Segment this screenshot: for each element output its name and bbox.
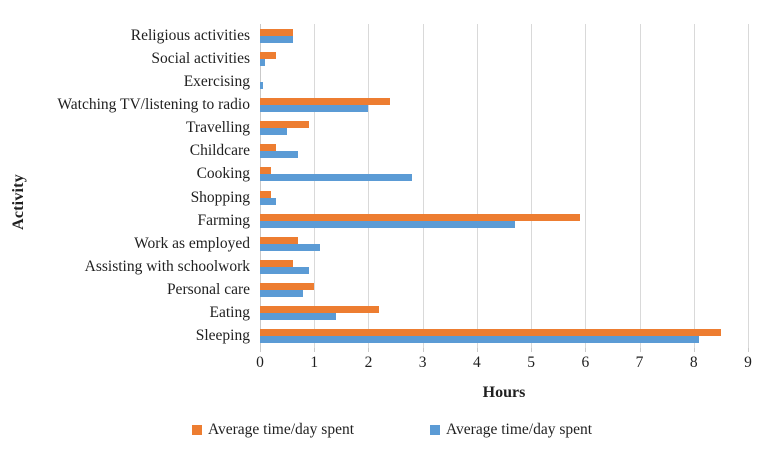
bar-blue <box>260 266 309 274</box>
category-label: Work as employed <box>134 234 250 252</box>
bar-orange <box>260 306 380 314</box>
legend-label: Average time/day spent <box>207 421 354 438</box>
tick-mark <box>531 348 533 352</box>
category-label: Religious activities <box>130 26 250 44</box>
category-label: Travelling <box>185 119 250 137</box>
tick-mark <box>260 348 261 352</box>
bar-row <box>260 325 748 348</box>
bar-orange <box>260 28 293 36</box>
bar-row <box>260 163 748 186</box>
bar-blue <box>260 151 298 159</box>
x-tick-label: 4 <box>473 354 481 371</box>
category-label: Social activities <box>151 49 250 67</box>
bar-row <box>260 186 748 209</box>
bar-orange <box>260 167 271 175</box>
bar-blue <box>260 220 515 228</box>
category-label: Personal care <box>166 281 250 299</box>
bar-orange <box>260 97 391 105</box>
gridline <box>476 24 478 348</box>
bar-row <box>260 302 748 325</box>
category-label: Childcare <box>189 142 250 160</box>
tick-mark <box>693 348 695 352</box>
plot-area <box>260 24 749 348</box>
category-label: Shopping <box>190 188 250 206</box>
bar-blue <box>260 336 700 344</box>
gridline <box>748 24 749 348</box>
category-label: Farming <box>197 211 250 229</box>
category-label: Assisting with schoolwork <box>84 257 250 275</box>
bar-row <box>260 117 748 140</box>
x-axis-title: Hours <box>482 384 526 401</box>
bar-blue <box>260 35 293 43</box>
bar-row <box>260 209 748 232</box>
x-tick-label: 2 <box>364 354 373 371</box>
bar-blue <box>260 243 320 251</box>
gridline <box>368 24 370 348</box>
bar-row <box>260 255 748 278</box>
tick-mark <box>748 348 749 352</box>
x-axis-tick-labels: 0 1 2 3 4 5 6 7 8 9 <box>256 354 752 372</box>
legend-item: Average time/day spent <box>191 421 354 439</box>
gridline <box>693 24 695 348</box>
bar-orange <box>260 121 309 129</box>
legend-item: Average time/day spent <box>430 421 592 439</box>
gridline <box>260 24 261 348</box>
gridline <box>314 24 316 348</box>
gridline <box>639 24 641 348</box>
x-tick-label: 9 <box>744 354 752 371</box>
x-tick-label: 7 <box>635 354 644 371</box>
bar-orange <box>260 144 277 152</box>
tick-mark <box>476 348 478 352</box>
bar-row <box>260 47 748 70</box>
bar-blue <box>260 58 266 66</box>
bar-orange <box>260 190 271 198</box>
legend-swatch-icon <box>191 425 202 435</box>
bar-blue <box>260 128 288 136</box>
x-tick-label: 8 <box>689 354 698 371</box>
bar-blue <box>260 174 412 182</box>
bar-row <box>260 70 748 93</box>
bar-blue <box>260 104 369 112</box>
x-tick-label: 3 <box>418 354 427 371</box>
bar-orange <box>260 213 580 221</box>
x-axis-tickmarks <box>260 348 749 352</box>
bar-blue <box>260 81 263 89</box>
tick-mark <box>639 348 641 352</box>
bar-orange <box>260 236 298 244</box>
bar-row <box>260 279 748 302</box>
bar-orange <box>260 283 315 291</box>
bar-blue <box>260 197 277 205</box>
legend-label: Average time/day spent <box>446 421 593 438</box>
bar-orange <box>260 259 293 267</box>
tick-mark <box>422 348 424 352</box>
x-tick-label: 0 <box>256 354 264 371</box>
bar-blue <box>260 290 304 298</box>
tick-mark <box>585 348 587 352</box>
gridline <box>531 24 533 348</box>
tick-mark <box>314 348 316 352</box>
category-label: Cooking <box>196 165 250 183</box>
category-axis: Religious activities Social activities Exe… <box>0 24 250 348</box>
chart-legend: Average time/day spent Average time/day s… <box>0 421 784 439</box>
bar-row <box>260 232 748 255</box>
x-tick-label: 1 <box>310 354 319 371</box>
gridline <box>422 24 424 348</box>
bar-row <box>260 93 748 116</box>
bar-blue <box>260 313 336 321</box>
tick-mark <box>368 348 370 352</box>
bar-orange <box>260 51 277 59</box>
bar-row <box>260 140 748 163</box>
x-tick-label: 5 <box>527 354 535 371</box>
category-label: Sleeping <box>195 327 250 345</box>
category-label: Eating <box>209 304 250 322</box>
category-label: Watching TV/listening to radio <box>57 95 250 113</box>
legend-swatch-icon <box>430 425 440 435</box>
category-label: Exercising <box>183 72 250 90</box>
bar-orange <box>260 329 721 337</box>
bar-row <box>260 24 748 47</box>
x-tick-label: 6 <box>581 354 590 371</box>
gridline <box>585 24 587 348</box>
